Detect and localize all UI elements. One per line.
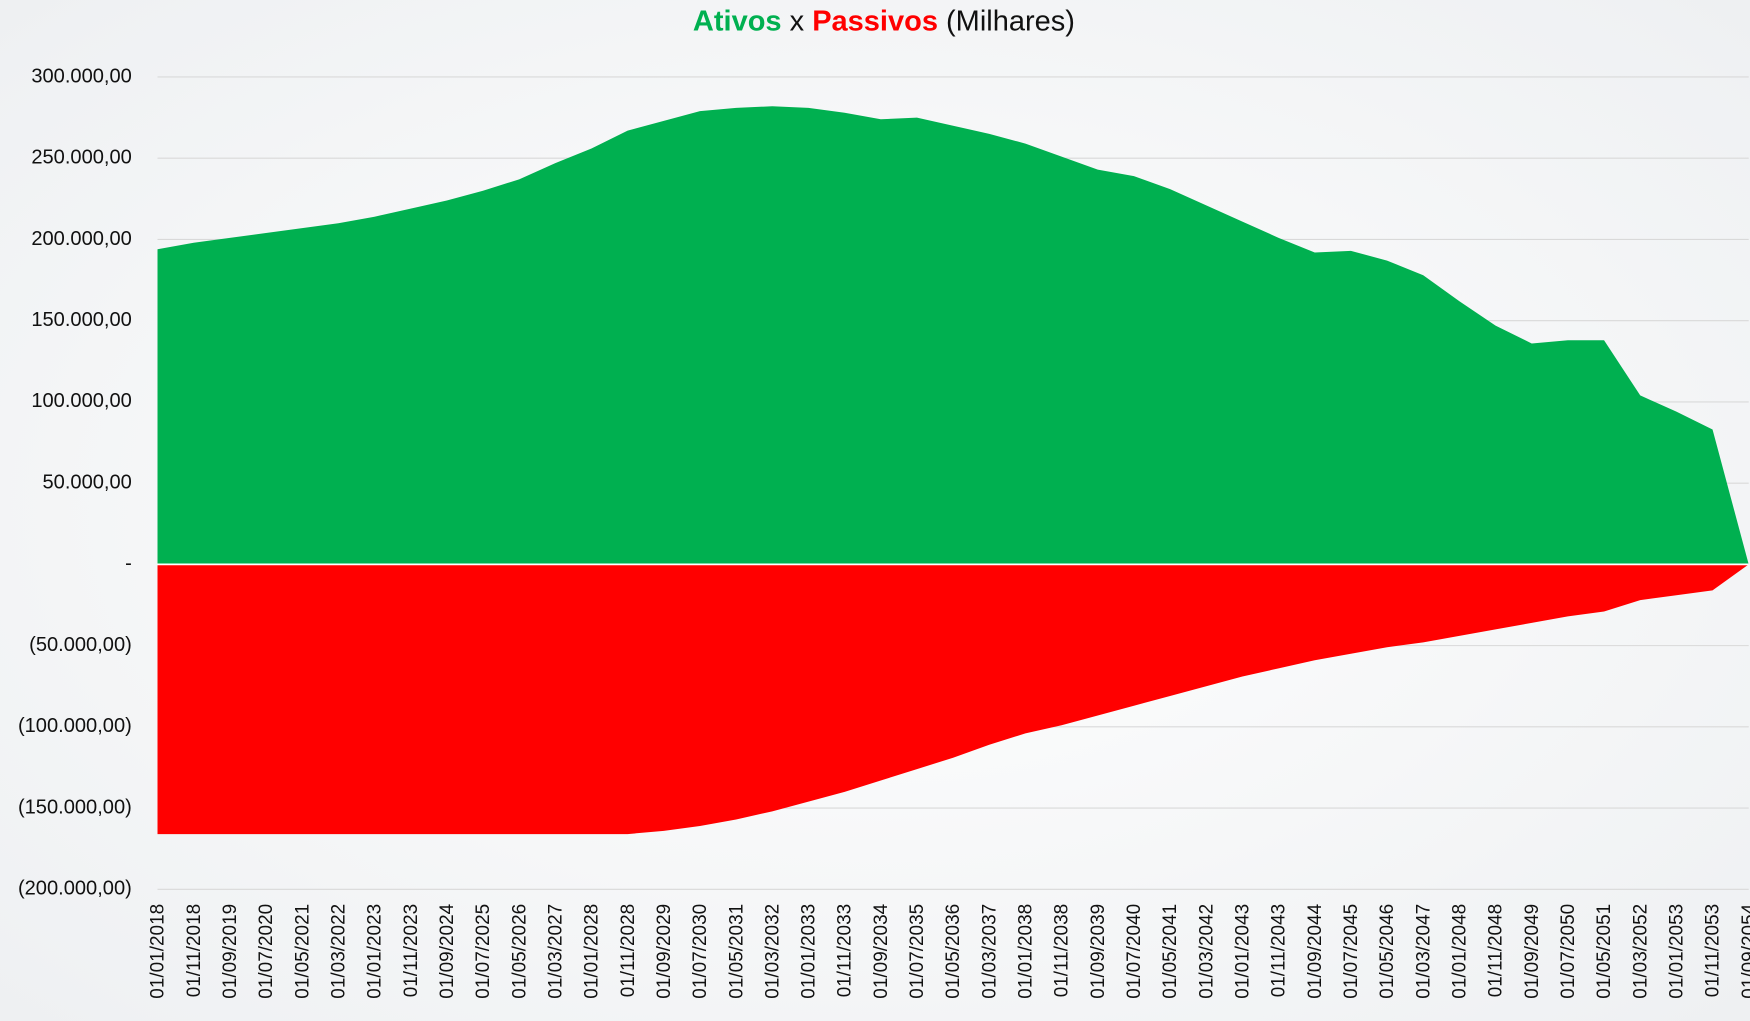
x-tick-label: 01/01/2033	[799, 904, 820, 999]
x-tick-label: 01/09/2054	[1739, 904, 1750, 999]
title-part: (Milhares)	[946, 5, 1075, 37]
x-tick-label: 01/07/2040	[1124, 904, 1145, 999]
x-tick-label: 01/09/2019	[220, 904, 241, 999]
x-tick-label: 01/11/2053	[1703, 904, 1724, 997]
x-tick-label: 01/03/2047	[1413, 904, 1434, 999]
areas	[157, 106, 1749, 835]
x-tick-label: 01/03/2052	[1630, 904, 1651, 999]
labels: (200.000,00) (150.000,00) (100.000,00) (50.…	[18, 65, 1750, 998]
y-tick-label: (100.000,00)	[18, 715, 132, 737]
title-part: Ativos	[693, 5, 782, 37]
x-tick-label: 01/03/2042	[1196, 904, 1217, 999]
title-part: Passivos	[812, 5, 938, 37]
x-tick-label: 01/03/2027	[545, 904, 566, 999]
x-tick-label: 01/11/2018	[184, 904, 205, 997]
y-tick-label: (200.000,00)	[18, 878, 132, 900]
x-tick-label: 01/05/2041	[1160, 904, 1181, 999]
x-tick-label: 01/11/2043	[1269, 904, 1290, 997]
x-tick-label: 01/09/2034	[871, 904, 892, 999]
x-tick-label: 01/03/2022	[328, 904, 349, 999]
y-tick-label: 250.000,00	[31, 147, 131, 169]
x-tick-label: 01/07/2045	[1341, 904, 1362, 999]
chart-title: Ativos x Passivos (Milhares)	[693, 5, 1075, 37]
y-tick-label: (50.000,00)	[29, 634, 132, 656]
area	[157, 564, 1749, 835]
y-tick-label: 300.000,00	[31, 65, 131, 87]
x-tick-label: 01/11/2048	[1486, 904, 1507, 997]
x-tick-label: 01/01/2043	[1233, 904, 1254, 999]
x-tick-label: 01/09/2029	[654, 904, 675, 999]
x-tick-label: 01/07/2030	[690, 904, 711, 999]
x-tick-label: 01/01/2048	[1450, 904, 1471, 999]
x-tick-label: 01/05/2051	[1594, 904, 1615, 999]
x-tick-label: 01/01/2023	[365, 904, 386, 999]
x-tick-label: 01/05/2046	[1377, 904, 1398, 999]
x-tick-label: 01/11/2038	[1052, 904, 1073, 997]
x-tick-label: 01/07/2020	[256, 904, 277, 999]
x-tick-label: 01/05/2026	[509, 904, 530, 999]
x-tick-label: 01/01/2053	[1667, 904, 1688, 999]
x-tick-label: 01/09/2024	[437, 904, 458, 999]
x-tick-label: 01/01/2038	[1016, 904, 1037, 999]
x-tick-label: 01/07/2025	[473, 904, 494, 999]
x-tick-label: 01/01/2028	[582, 904, 603, 999]
x-tick-label: 01/09/2049	[1522, 904, 1543, 999]
y-tick-label: 100.000,00	[31, 390, 131, 412]
x-tick-label: 01/03/2037	[979, 904, 1000, 999]
y-tick-label: 200.000,00	[31, 228, 131, 250]
x-tick-label: 01/09/2044	[1305, 904, 1326, 999]
y-tick-label: 50.000,00	[43, 471, 132, 493]
x-tick-label: 01/05/2031	[726, 904, 747, 999]
x-tick-label: 01/11/2033	[835, 904, 856, 997]
x-tick-label: 01/11/2028	[618, 904, 639, 997]
x-tick-label: 01/03/2032	[762, 904, 783, 999]
area	[157, 106, 1749, 565]
title-part: x	[790, 5, 805, 37]
x-tick-label: 01/05/2021	[292, 904, 313, 999]
x-tick-label: 01/09/2039	[1088, 904, 1109, 999]
x-tick-label: 01/11/2023	[401, 904, 422, 997]
x-tick-label: 01/07/2050	[1558, 904, 1579, 999]
y-tick-label: (150.000,00)	[18, 796, 132, 818]
x-tick-label: 01/07/2035	[907, 904, 928, 999]
y-tick-label: -	[125, 553, 132, 575]
y-tick-label: 150.000,00	[31, 309, 131, 331]
x-tick-label: 01/01/2018	[148, 904, 169, 999]
x-tick-label: 01/05/2036	[943, 904, 964, 999]
